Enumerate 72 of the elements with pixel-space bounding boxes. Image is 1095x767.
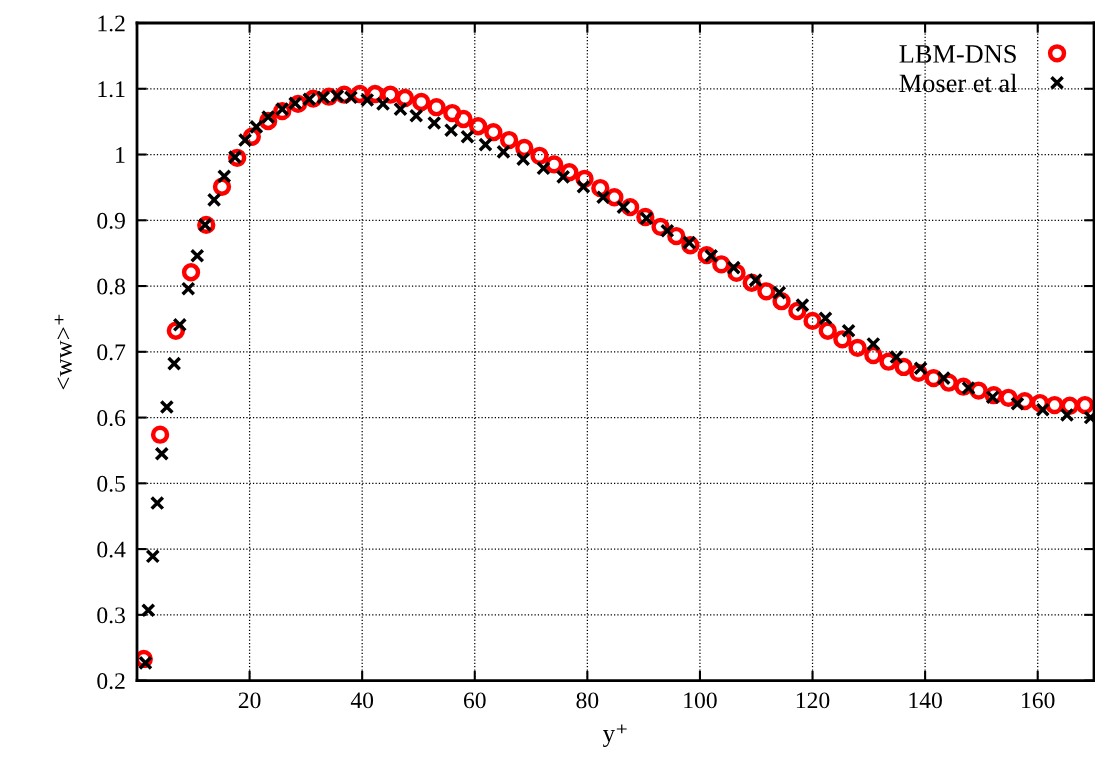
point (936, 370, 951, 386)
legend-label: Moser et al (899, 73, 1017, 93)
point (478, 137, 493, 152)
x-tick-label: 120 (796, 692, 830, 709)
point (772, 285, 787, 300)
point (149, 495, 165, 511)
x-tick-label: 60 (463, 692, 486, 709)
point (426, 115, 442, 131)
x-axis-title: y⁺ (602, 724, 627, 747)
y-tick-label: 1 (116, 147, 125, 163)
y-tick-label: 0.7 (97, 344, 126, 361)
point (216, 168, 232, 184)
y-tick-label: 1.2 (98, 15, 125, 32)
point (616, 199, 631, 215)
point (1059, 407, 1075, 423)
y-tick-label: 0.8 (97, 278, 125, 295)
y-tick-label: 0.2 (97, 673, 125, 690)
y-axis-title: <ww>⁺ (54, 314, 72, 390)
point (189, 248, 205, 264)
y-tick-label: 0.6 (97, 410, 126, 427)
point (659, 223, 675, 239)
point (154, 446, 170, 462)
y-tick-label: 0.3 (97, 607, 125, 624)
point (145, 549, 161, 564)
point (795, 297, 810, 313)
x-tick-label: 80 (576, 692, 599, 709)
point (260, 109, 276, 125)
point (443, 122, 459, 138)
x-tick-label: 100 (684, 692, 717, 709)
point (555, 169, 571, 185)
point (274, 101, 290, 117)
point (159, 399, 175, 415)
point (249, 119, 264, 135)
y-tick-label: 0.4 (97, 541, 126, 558)
point (166, 356, 182, 371)
point (961, 380, 976, 396)
point (138, 655, 153, 671)
point (889, 349, 904, 365)
point (1035, 402, 1051, 417)
point (393, 101, 408, 117)
point (681, 235, 697, 250)
point (227, 149, 243, 165)
point (866, 336, 881, 352)
point (703, 248, 719, 264)
y-tick-label: 0.5 (97, 475, 125, 492)
point (375, 96, 391, 112)
point (206, 192, 222, 208)
x-tick-label: 20 (238, 692, 261, 709)
point (496, 144, 511, 160)
y-tick-label: 0.9 (97, 212, 125, 229)
point (818, 310, 833, 326)
point (726, 260, 742, 275)
legend-label: LBM-DNS (899, 45, 1016, 63)
point (408, 108, 424, 124)
point (841, 323, 856, 339)
point (913, 360, 928, 376)
point (140, 602, 156, 618)
point (536, 161, 551, 176)
point (748, 272, 763, 288)
point (595, 189, 611, 205)
point (1010, 396, 1025, 412)
point (172, 317, 188, 333)
point (460, 129, 475, 145)
x-tick-label: 40 (350, 692, 374, 709)
point (515, 151, 531, 167)
y-tick-label: 1.1 (98, 81, 125, 98)
point (180, 281, 196, 296)
point (237, 132, 253, 148)
x-tick-label: 140 (909, 692, 942, 709)
x-tick-label: 160 (1022, 692, 1055, 709)
point (359, 92, 375, 108)
point (576, 179, 591, 195)
